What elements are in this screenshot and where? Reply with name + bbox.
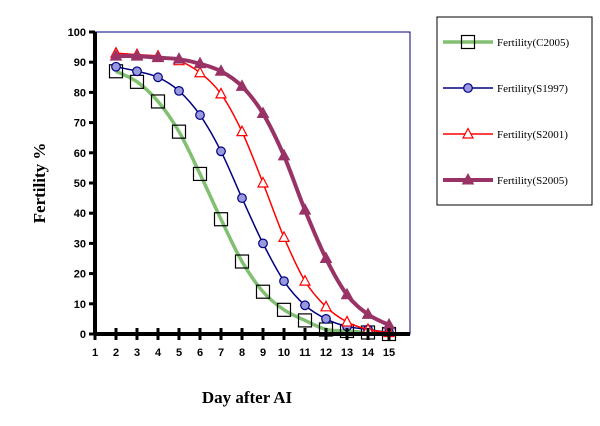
data-point-s4-7 [235, 79, 249, 91]
data-point-s4-11 [319, 251, 333, 263]
data-point-s1-3 [150, 94, 166, 109]
data-point-s4-9 [277, 148, 291, 161]
y-tick-label-10: 10 [74, 299, 86, 311]
series-4 [109, 49, 396, 330]
legend-marker-3 [462, 127, 474, 139]
y-tick-label-80: 80 [74, 87, 86, 99]
data-point-s2-7 [237, 193, 247, 204]
x-tick-label-6: 6 [197, 347, 203, 359]
data-point-s1-6 [213, 212, 229, 227]
data-point-s1-8 [255, 284, 271, 299]
data-point-s3-6 [215, 87, 227, 99]
x-tick-label-7: 7 [218, 347, 224, 359]
data-point-s3-11 [320, 300, 332, 312]
legend-label-3: Fertility(S2001) [497, 129, 568, 141]
data-point-s1-10 [297, 313, 313, 328]
x-tick-label-9: 9 [260, 347, 266, 359]
x-tick-label-2: 2 [113, 347, 119, 359]
data-point-s1-5 [192, 166, 208, 182]
x-tick-label-11: 11 [299, 347, 311, 359]
x-tick-label-5: 5 [176, 347, 182, 359]
x-tick-label-3: 3 [134, 347, 140, 359]
data-point-s2-6 [216, 146, 226, 157]
y-axis-title: Fertility % [30, 143, 49, 224]
data-point-s2-10 [300, 300, 310, 311]
x-tick-label-8: 8 [239, 347, 245, 359]
series-layer [108, 46, 397, 342]
x-tick-label-12: 12 [320, 347, 332, 359]
data-point-s2-5 [195, 110, 205, 120]
y-tick-label-70: 70 [74, 118, 86, 130]
data-point-s4-3 [151, 50, 165, 63]
y-tick-label-20: 20 [74, 269, 86, 281]
data-point-s2-1 [111, 61, 121, 72]
legend-marker-1 [460, 34, 476, 50]
data-point-s4-2 [130, 49, 144, 61]
data-point-s3-7 [236, 124, 248, 137]
data-point-s1-7 [234, 254, 250, 269]
plot-area [94, 31, 411, 335]
x-tick-label-10: 10 [278, 347, 290, 359]
x-axis-title: Day after AI [202, 388, 293, 407]
data-point-s4-12 [340, 287, 354, 300]
legend-marker-4 [461, 172, 475, 185]
data-point-s4-13 [361, 307, 375, 319]
x-tick-label-13: 13 [341, 347, 353, 359]
x-tick-label-4: 4 [155, 347, 162, 359]
x-tick-label-14: 14 [362, 347, 375, 359]
data-point-s4-8 [256, 106, 270, 119]
x-tick-label-15: 15 [383, 347, 395, 359]
data-point-s2-4 [174, 85, 184, 96]
data-point-s2-9 [279, 276, 289, 287]
data-point-s3-12 [341, 315, 353, 327]
data-point-s3-10 [299, 274, 311, 286]
data-point-s4-4 [172, 52, 186, 64]
legend: Fertility(C2005) Fertility(S1997) Fertilit… [443, 34, 569, 187]
y-tick-label-60: 60 [74, 148, 86, 160]
data-point-s4-1 [109, 49, 123, 61]
x-tick-label-1: 1 [92, 347, 98, 359]
data-point-s2-3 [153, 72, 163, 83]
legend-item-3: Fertility(S2001) [443, 127, 568, 141]
legend-item-2: Fertility(S1997) [443, 83, 568, 95]
data-point-s3-9 [278, 230, 290, 242]
data-point-s3-8 [257, 176, 269, 188]
legend-item-4: Fertility(S2005) [443, 172, 568, 187]
data-point-s4-5 [193, 56, 207, 69]
y-tick-label-40: 40 [74, 208, 86, 220]
y-tick-label-0: 0 [80, 329, 86, 341]
data-point-s4-6 [214, 64, 228, 76]
y-tick-label-50: 50 [74, 178, 86, 190]
data-point-s2-2 [132, 66, 142, 77]
data-point-s1-4 [171, 124, 187, 139]
legend-label-4: Fertility(S2005) [497, 175, 568, 187]
y-tick-label-100: 100 [68, 27, 86, 39]
data-point-s3-5 [194, 65, 206, 78]
y-tick-label-30: 30 [74, 238, 86, 250]
data-point-s1-9 [276, 302, 292, 317]
legend-marker-2 [463, 83, 473, 93]
data-point-s2-8 [258, 238, 268, 249]
legend-item-1: Fertility(C2005) [443, 34, 569, 50]
legend-label-1: Fertility(C2005) [497, 37, 569, 49]
data-point-s4-10 [298, 203, 312, 215]
legend-label-2: Fertility(S1997) [497, 83, 568, 95]
data-point-s2-11 [321, 314, 331, 324]
y-tick-label-90: 90 [74, 57, 86, 69]
